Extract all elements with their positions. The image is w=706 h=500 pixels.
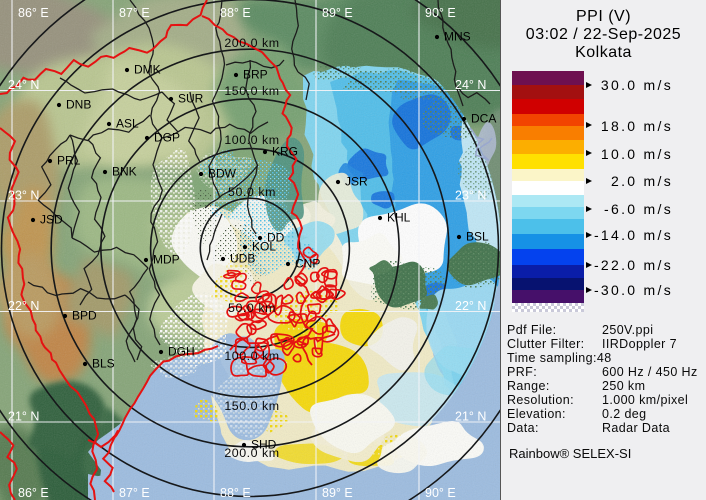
svg-text:86° E: 86° E — [18, 6, 49, 20]
svg-text:89° E: 89° E — [322, 6, 353, 20]
svg-text:ASL: ASL — [116, 117, 139, 131]
svg-text:CNP: CNP — [295, 257, 320, 271]
svg-text:88° E: 88° E — [220, 6, 251, 20]
svg-text:22° N: 22° N — [8, 299, 39, 313]
svg-text:BLS: BLS — [92, 357, 115, 371]
svg-text:150.0 km: 150.0 km — [224, 84, 279, 98]
svg-text:21° N: 21° N — [8, 410, 39, 424]
svg-text:BRP: BRP — [243, 68, 268, 82]
svg-text:23° N: 23° N — [8, 189, 39, 203]
svg-text:JSD: JSD — [40, 213, 63, 227]
svg-text:DCA: DCA — [471, 112, 496, 126]
svg-text:87° E: 87° E — [119, 486, 150, 500]
svg-text:89° E: 89° E — [322, 486, 353, 500]
svg-text:DGH: DGH — [168, 345, 195, 359]
svg-text:90° E: 90° E — [425, 486, 456, 500]
svg-text:DGP: DGP — [154, 131, 180, 145]
svg-text:JSR: JSR — [345, 175, 368, 189]
svg-text:200.0 km: 200.0 km — [224, 446, 279, 460]
svg-text:BSL: BSL — [466, 230, 489, 244]
svg-text:PRL: PRL — [57, 154, 81, 168]
svg-text:SHD: SHD — [251, 438, 277, 452]
svg-text:DMK: DMK — [134, 63, 161, 77]
svg-text:22° N: 22° N — [455, 299, 486, 313]
svg-text:SUR: SUR — [178, 92, 204, 106]
svg-text:DD: DD — [267, 231, 285, 245]
svg-text:MDP: MDP — [153, 253, 180, 267]
svg-text:DNB: DNB — [66, 98, 91, 112]
svg-text:BDW: BDW — [208, 167, 237, 181]
svg-text:KOL: KOL — [252, 240, 276, 254]
svg-text:50.0 km: 50.0 km — [228, 185, 276, 199]
svg-text:24° N: 24° N — [8, 78, 39, 92]
svg-text:KRG: KRG — [272, 145, 298, 159]
svg-text:50.0 km: 50.0 km — [228, 301, 276, 315]
svg-text:23° N: 23° N — [455, 189, 486, 203]
svg-text:150.0 km: 150.0 km — [224, 399, 279, 413]
svg-text:MNS: MNS — [444, 30, 471, 44]
svg-text:UDB: UDB — [230, 252, 255, 266]
svg-text:86° E: 86° E — [18, 486, 49, 500]
svg-text:24° N: 24° N — [455, 78, 486, 92]
svg-text:88° E: 88° E — [220, 486, 251, 500]
svg-text:KHL: KHL — [387, 211, 411, 225]
svg-text:90° E: 90° E — [425, 6, 456, 20]
svg-text:87° E: 87° E — [119, 6, 150, 20]
svg-text:100.0 km: 100.0 km — [224, 349, 279, 363]
svg-text:BNK: BNK — [112, 165, 137, 179]
svg-text:BPD: BPD — [72, 309, 97, 323]
svg-text:200.0 km: 200.0 km — [224, 36, 279, 50]
svg-text:21° N: 21° N — [455, 410, 486, 424]
svg-text:100.0 km: 100.0 km — [224, 133, 279, 147]
